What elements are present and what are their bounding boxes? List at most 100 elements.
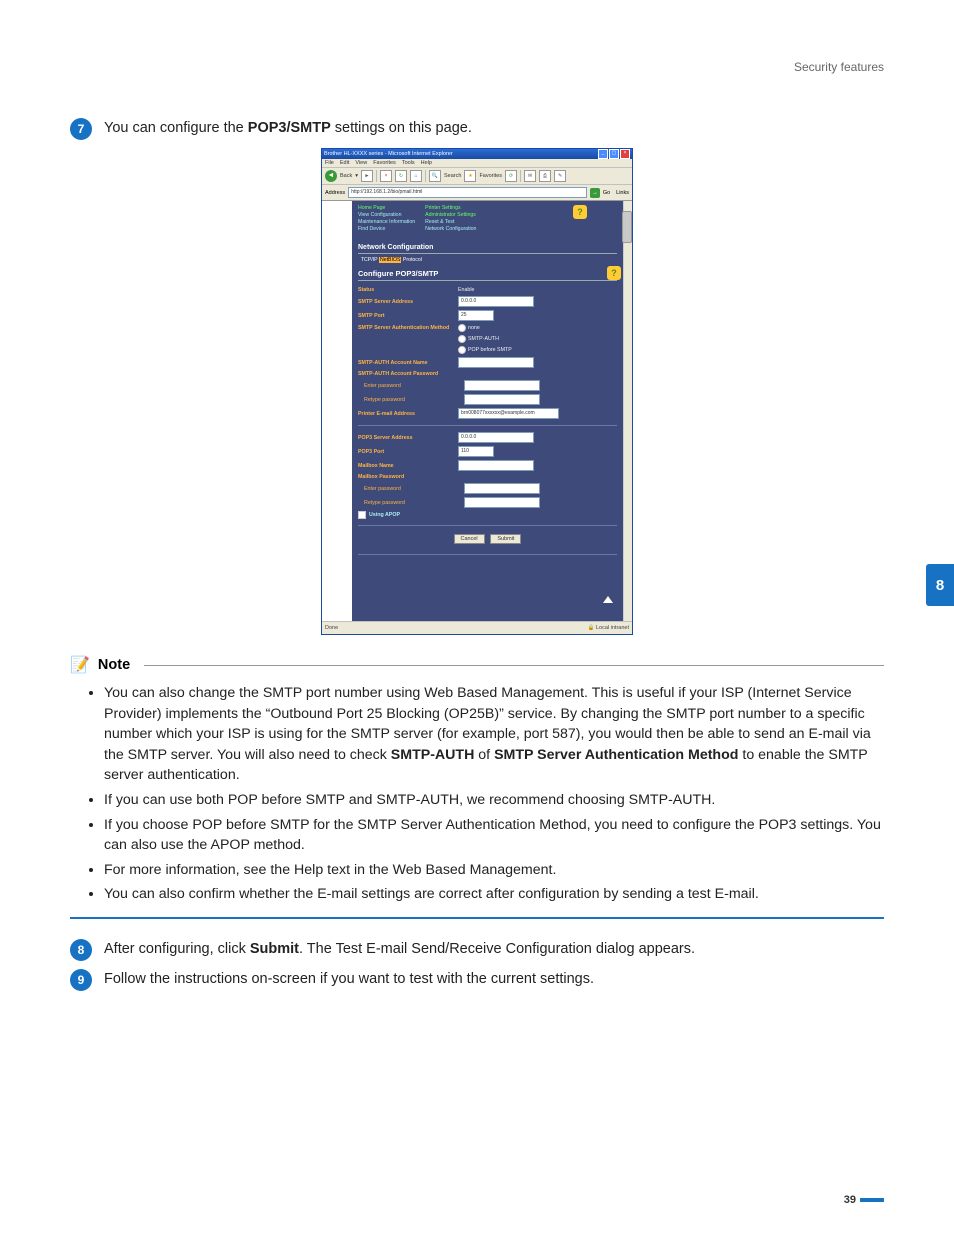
page-number: 39	[844, 1194, 884, 1206]
pwd-label: SMTP-AUTH Account Password	[358, 371, 458, 377]
refresh-icon[interactable]: ↻	[395, 170, 407, 182]
nav-netconf[interactable]: Network Configuration	[425, 226, 476, 232]
forward-icon[interactable]: ►	[361, 170, 373, 182]
smtp-addr-input[interactable]: 0.0.0.0	[458, 296, 534, 307]
auth-smtp-radio[interactable]: SMTP-AUTH	[458, 335, 499, 343]
scrollbar[interactable]	[623, 201, 632, 621]
mbox-retype-pw-input[interactable]	[464, 497, 540, 508]
retype-pw-label: Retype password	[358, 397, 464, 403]
running-header: Security features	[70, 60, 884, 74]
ie-menubar: File Edit View Favorites Tools Help	[322, 159, 632, 168]
menu-edit[interactable]: Edit	[340, 160, 349, 166]
close-icon[interactable]: ×	[620, 149, 630, 159]
protocol-row: TCP/IP NetBIOS Protocol	[358, 257, 617, 263]
section-title: Network Configuration	[358, 244, 617, 251]
note-2: If you can use both POP before SMTP and …	[104, 790, 884, 811]
menu-favorites[interactable]: Favorites	[373, 160, 396, 166]
status-zone: Local intranet	[596, 625, 629, 631]
menu-tools[interactable]: Tools	[402, 160, 415, 166]
auth-none-radio[interactable]: none	[458, 324, 480, 332]
print-icon[interactable]: ⎙	[539, 170, 551, 182]
enter-pw-label: Enter password	[358, 383, 464, 389]
nav-maint[interactable]: Maintenance Information	[358, 219, 415, 225]
scroll-top-icon[interactable]	[603, 596, 613, 603]
nav-reset[interactable]: Reset & Test	[425, 219, 476, 225]
ie-addressbar: Address http://192.168.1.2/bio/pmail.htm…	[322, 185, 632, 201]
embedded-screenshot: Brother HL-XXXX series - Microsoft Inter…	[70, 148, 884, 635]
nav-viewconfig[interactable]: View Configuration	[358, 212, 415, 218]
apop-checkbox[interactable]	[358, 511, 366, 519]
smtp-addr-label: SMTP Server Address	[358, 299, 458, 305]
menu-help[interactable]: Help	[421, 160, 432, 166]
status-label: Status	[358, 287, 458, 293]
enter-pw-input[interactable]	[464, 380, 540, 391]
menu-view[interactable]: View	[355, 160, 367, 166]
mbox-label: Mailbox Name	[358, 463, 458, 469]
go-button[interactable]: →	[590, 188, 600, 198]
chapter-tab: 8	[926, 564, 954, 606]
mbox-retype-pw-label: Retype password	[358, 500, 464, 506]
note-5: You can also confirm whether the E-mail …	[104, 884, 884, 905]
smtp-port-input[interactable]: 25	[458, 310, 494, 321]
back-icon[interactable]: ◄	[325, 170, 337, 182]
step-bullet-8: 8	[70, 939, 92, 961]
section-help-icon[interactable]: ?	[607, 266, 621, 280]
note-1: You can also change the SMTP port number…	[104, 683, 884, 786]
favorites-icon[interactable]: ★	[464, 170, 476, 182]
step-9-text: Follow the instructions on-screen if you…	[104, 969, 884, 991]
address-input[interactable]: http://192.168.1.2/bio/pmail.html	[348, 187, 587, 198]
stop-icon[interactable]: ×	[380, 170, 392, 182]
auth-pop-radio[interactable]: POP before SMTP	[458, 346, 512, 354]
menu-file[interactable]: File	[325, 160, 334, 166]
pop-port-label: POP3 Port	[358, 449, 458, 455]
apop-label: Using APOP	[369, 512, 469, 518]
pop-addr-label: POP3 Server Address	[358, 435, 458, 441]
edit-icon[interactable]: ✎	[554, 170, 566, 182]
top-nav: Home Page View Configuration Maintenance…	[358, 201, 617, 240]
note-4: For more information, see the Help text …	[104, 860, 884, 881]
email-input[interactable]: brn008077xxxxxx@example.com	[458, 408, 559, 419]
submit-button[interactable]: Submit	[490, 534, 521, 544]
config-title: Configure POP3/SMTP ?	[358, 269, 617, 278]
mail-icon[interactable]: ✉	[524, 170, 536, 182]
minimize-icon[interactable]: _	[598, 149, 608, 159]
search-label: Search	[444, 173, 461, 179]
help-icon[interactable]: ?	[573, 205, 587, 219]
retype-pw-input[interactable]	[464, 394, 540, 405]
favorites-label: Favorites	[479, 173, 502, 179]
home-icon[interactable]: ⌂	[410, 170, 422, 182]
pop-port-input[interactable]: 110	[458, 446, 494, 457]
mbox-enter-pw-label: Enter password	[358, 486, 464, 492]
email-label: Printer E-mail Address	[358, 411, 458, 417]
search-icon[interactable]: 🔍	[429, 170, 441, 182]
mbox-enter-pw-input[interactable]	[464, 483, 540, 494]
address-label: Address	[325, 190, 345, 196]
lock-icon: 🔒	[588, 625, 595, 631]
nav-admin[interactable]: Administrator Settings	[425, 212, 476, 218]
back-dropdown-icon[interactable]: ▾	[355, 173, 358, 179]
status-value: Enable	[458, 287, 475, 293]
smtp-port-label: SMTP Port	[358, 313, 458, 319]
mbox-pw-label: Mailbox Password	[358, 474, 458, 480]
ie-window: Brother HL-XXXX series - Microsoft Inter…	[321, 148, 633, 635]
note-header: 📝 Note	[70, 655, 884, 675]
cancel-button[interactable]: Cancel	[454, 534, 485, 544]
ie-main: Home Page View Configuration Maintenance…	[352, 201, 623, 621]
acct-input[interactable]	[458, 357, 534, 368]
pop-addr-input[interactable]: 0.0.0.0	[458, 432, 534, 443]
history-icon[interactable]: ⟳	[505, 170, 517, 182]
step-7-text: You can configure the POP3/SMTP settings…	[104, 118, 884, 140]
nav-find[interactable]: Find Device	[358, 226, 415, 232]
step-8-text: After configuring, click Submit. The Tes…	[104, 939, 884, 961]
ie-left-strip	[322, 201, 352, 621]
mbox-input[interactable]	[458, 460, 534, 471]
go-label: Go	[603, 190, 610, 196]
acct-label: SMTP-AUTH Account Name	[358, 360, 458, 366]
back-label: Back	[340, 173, 352, 179]
note-list: You can also change the SMTP port number…	[104, 683, 884, 905]
nav-printer[interactable]: Printer Settings	[425, 205, 476, 211]
note-label: Note	[98, 657, 130, 673]
maximize-icon[interactable]: ▢	[609, 149, 619, 159]
nav-home[interactable]: Home Page	[358, 205, 415, 211]
step-8: 8 After configuring, click Submit. The T…	[70, 939, 884, 961]
